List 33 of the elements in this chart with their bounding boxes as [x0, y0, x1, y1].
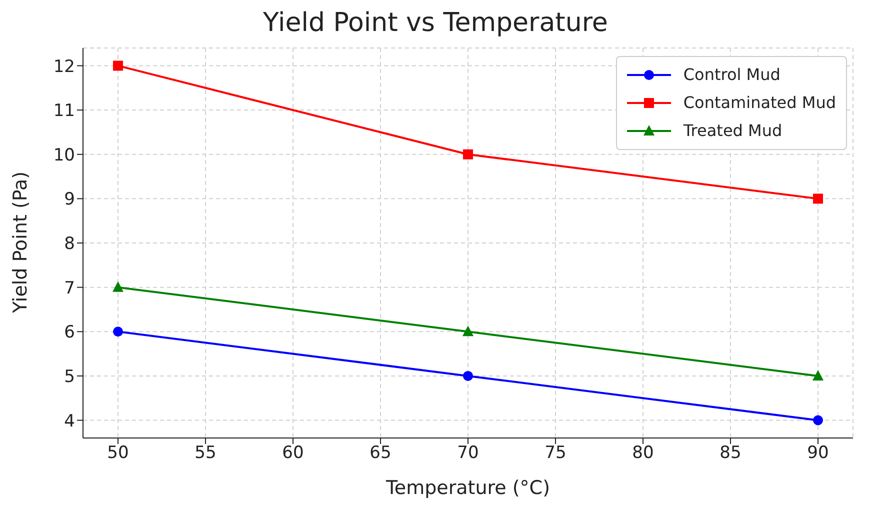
point: [463, 149, 473, 160]
x-axis-title: Temperature (°C): [385, 477, 550, 499]
x-tick-label: 75: [544, 443, 566, 464]
x-tick-label: 55: [194, 443, 216, 464]
point: [113, 60, 123, 71]
x-tick-label: 90: [807, 443, 829, 464]
y-tick-label: 9: [64, 190, 75, 210]
legend-label: Control Mud: [683, 64, 780, 86]
point: [813, 194, 823, 204]
x-tick-label: 85: [720, 443, 742, 464]
y-tick-label: 7: [64, 278, 75, 298]
y-tick-label: 12: [53, 56, 75, 77]
point: [462, 326, 474, 336]
y-tick-label: 6: [64, 322, 75, 343]
point: [463, 370, 473, 381]
point: [813, 415, 823, 426]
point: [812, 370, 824, 380]
point: [113, 326, 123, 337]
x-tick-label: 50: [107, 443, 129, 464]
y-tick-label: 10: [53, 145, 75, 166]
y-tick-label: 11: [53, 101, 75, 122]
point: [112, 281, 124, 292]
legend-label: Contaminated Mud: [683, 92, 836, 114]
y-tick-label: 8: [64, 234, 75, 254]
y-tick-label: 5: [64, 366, 75, 387]
x-tick-label: 80: [632, 443, 654, 464]
x-tick-label: 60: [282, 443, 304, 464]
x-tick-label: 70: [457, 443, 479, 464]
y-tick-label: 4: [64, 411, 75, 432]
legend-label: Treated Mud: [683, 120, 782, 142]
y-axis-title: Yield Point (Pa): [10, 171, 32, 314]
x-tick-label: 65: [370, 443, 392, 464]
chart-title: Yield Point vs Temperature: [262, 8, 609, 40]
